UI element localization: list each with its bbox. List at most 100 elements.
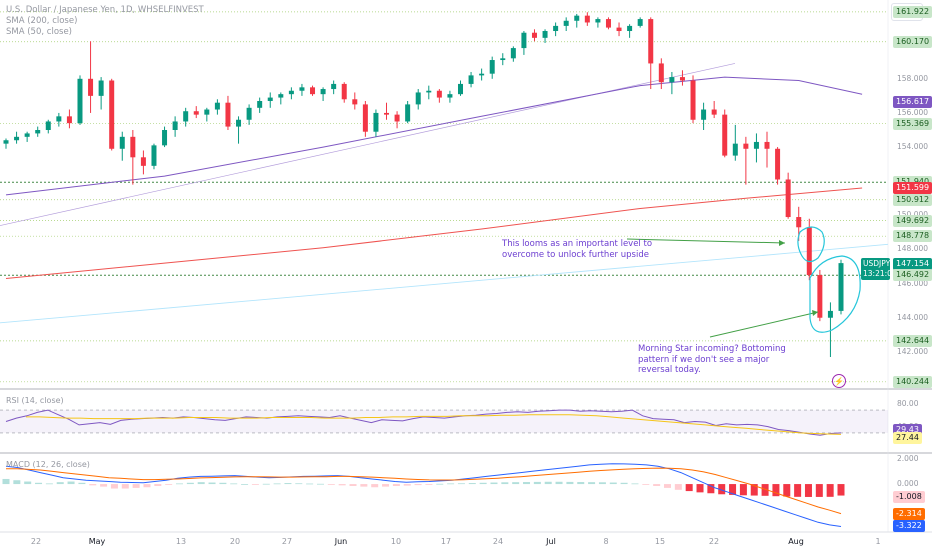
candle-body <box>457 83 463 95</box>
candle-body <box>531 32 537 38</box>
price-label-level: 161.922 <box>893 5 932 18</box>
macd-hist-bar <box>78 482 86 485</box>
macd-hist-bar <box>653 484 661 486</box>
candle-body <box>88 78 94 96</box>
candle-body <box>288 90 294 95</box>
candle-body <box>267 97 273 101</box>
candle-body <box>130 136 136 158</box>
time-axis-tick: Jun <box>334 537 348 546</box>
candle-body <box>77 78 83 124</box>
macd-hist-bar <box>176 483 184 485</box>
candle-body <box>732 143 738 156</box>
price-axis-tick: 144.000 <box>897 312 929 322</box>
macd-axis-tick: 2.000 <box>897 453 919 463</box>
sma200-line <box>5 187 863 279</box>
sma50-legend[interactable]: SMA (50, close) <box>6 27 72 37</box>
candle-body <box>764 141 770 149</box>
macd-hist-bar <box>89 484 97 486</box>
rsi-legend[interactable]: RSI (14, close) <box>6 396 64 405</box>
arrow-morning-star-head <box>812 310 818 316</box>
candle-body <box>817 275 823 318</box>
candle-body <box>679 77 685 81</box>
sma200-legend[interactable]: SMA (200, close) <box>6 16 78 26</box>
macd-hist-bar <box>815 484 823 497</box>
candle-body <box>14 136 20 141</box>
macd-hist-bar <box>566 481 574 485</box>
price-label-level: 146.492 <box>893 269 932 282</box>
macd-hist-bar <box>490 482 498 485</box>
candle-body <box>796 217 802 228</box>
macd-hist-bar <box>707 484 715 494</box>
candle-body <box>616 27 622 32</box>
macd-hist-bar <box>13 480 21 485</box>
macd-hist-bar <box>349 484 357 486</box>
annotation-resistance: This looms as an important level to over… <box>502 239 653 260</box>
macd-hist-bar <box>371 484 379 488</box>
macd-hist-bar <box>262 483 270 485</box>
candle-body <box>521 32 527 49</box>
macd-hist-bar <box>360 484 368 487</box>
macd-hist-bar <box>729 484 737 495</box>
time-axis-tick: Jul <box>546 537 556 546</box>
macd-hist-bar <box>783 484 791 497</box>
macd-hist-bar <box>826 484 834 497</box>
candle-body <box>373 112 379 132</box>
candle-body <box>56 116 62 122</box>
candle-body <box>35 130 41 134</box>
signal-value-label: -2.314 <box>893 507 925 520</box>
candle-body <box>162 130 168 146</box>
candle-body <box>109 80 115 149</box>
candle-body <box>479 73 485 76</box>
candle-body <box>605 19 611 28</box>
rsi-axis-tick: 80.00 <box>897 399 919 409</box>
macd-legend[interactable]: MACD (12, 26, close) <box>6 460 90 469</box>
candle-body <box>468 75 474 84</box>
chart-title: U.S. Dollar / Japanese Yen, 1D, WHSELFIN… <box>6 5 204 15</box>
macd-hist-bar <box>208 482 216 485</box>
macd-hist-bar <box>35 482 43 485</box>
macd-hist-bar <box>663 484 671 488</box>
macd-hist-bar <box>436 483 444 485</box>
macd-hist-bar <box>598 482 606 485</box>
highlight-ellipse <box>797 226 825 263</box>
time-axis-tick: 1 <box>875 537 881 546</box>
candle-body <box>384 112 390 115</box>
macd-hist-bar <box>577 482 585 485</box>
candle-body <box>151 145 157 166</box>
time-axis-tick: 27 <box>281 537 293 546</box>
macd-hist-bar <box>718 484 726 495</box>
time-axis-tick: 15 <box>654 537 666 546</box>
macd-hist-bar <box>327 484 335 485</box>
price-axis-tick: 148.000 <box>897 244 929 254</box>
time-axis-tick: 17 <box>440 537 452 546</box>
price-axis-tick: 146.000 <box>897 278 929 288</box>
candle-body <box>753 141 759 149</box>
macd-hist-bar <box>837 484 845 496</box>
macd-hist-bar <box>154 484 162 486</box>
macd-hist-bar <box>132 484 140 488</box>
price-label-level: 149.692 <box>893 214 932 227</box>
candle-body <box>352 99 358 105</box>
candle-body <box>690 80 696 120</box>
candle-body <box>648 19 654 64</box>
macd-hist-bar <box>447 483 455 485</box>
lightning-icon[interactable]: ⚡ <box>832 374 846 388</box>
macd-hist-bar <box>110 484 118 489</box>
macd-hist-bar <box>392 484 400 486</box>
candle-body <box>98 80 104 96</box>
candle-body <box>45 121 51 130</box>
candle-body <box>627 25 633 32</box>
macd-hist-bar <box>804 484 812 497</box>
time-axis-tick: 22 <box>30 537 42 546</box>
price-axis-tick: 142.000 <box>897 346 929 356</box>
price-label-level: 142.644 <box>893 334 932 347</box>
macd-hist-bar <box>338 484 346 486</box>
price-label-last: 147.154 <box>893 257 932 270</box>
candle-body <box>510 48 516 59</box>
macd-hist-bar <box>512 482 520 485</box>
macd-hist-bar <box>555 481 563 485</box>
highlight-morning-star <box>809 255 861 333</box>
macd-line <box>5 463 842 527</box>
candle-body <box>341 83 347 100</box>
